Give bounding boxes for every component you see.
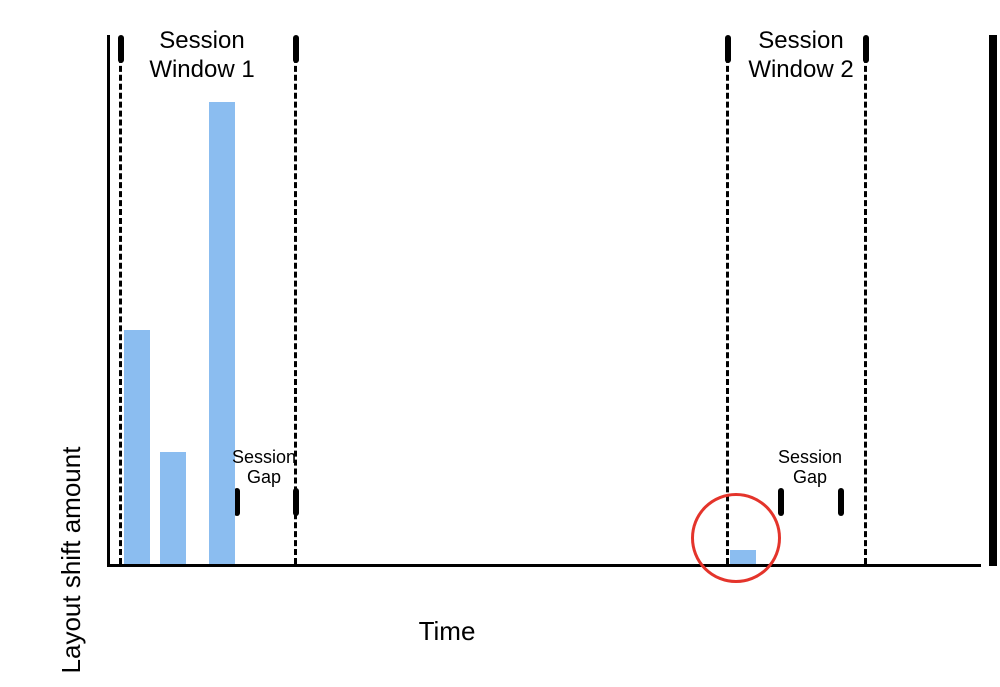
session-window-label: Session Window 2 — [721, 27, 881, 85]
layout-shift-bar — [124, 330, 150, 564]
session-gap-label: Session Gap — [770, 448, 850, 488]
x-axis-label: Time — [387, 616, 507, 647]
layout-shift-bar — [209, 102, 235, 564]
layout-shift-bar — [160, 452, 186, 564]
y-axis-label: Layout shift amount — [56, 430, 87, 687]
session-window-label: Session Window 1 — [122, 27, 282, 85]
tick-mark — [778, 488, 784, 516]
session-divider — [119, 39, 122, 564]
tick-mark — [293, 35, 299, 63]
tick-mark — [838, 488, 844, 516]
session-divider — [726, 39, 729, 564]
cls-session-diagram: { "canvas": { "w": 1000, "h": 687 }, "pl… — [0, 0, 1000, 687]
session-gap-label: Session Gap — [224, 448, 304, 488]
tick-mark — [293, 488, 299, 516]
highlight-circle — [691, 493, 781, 583]
session-divider — [864, 39, 867, 564]
y-axis — [107, 35, 110, 567]
x-axis — [107, 564, 981, 567]
right-border — [989, 35, 997, 566]
